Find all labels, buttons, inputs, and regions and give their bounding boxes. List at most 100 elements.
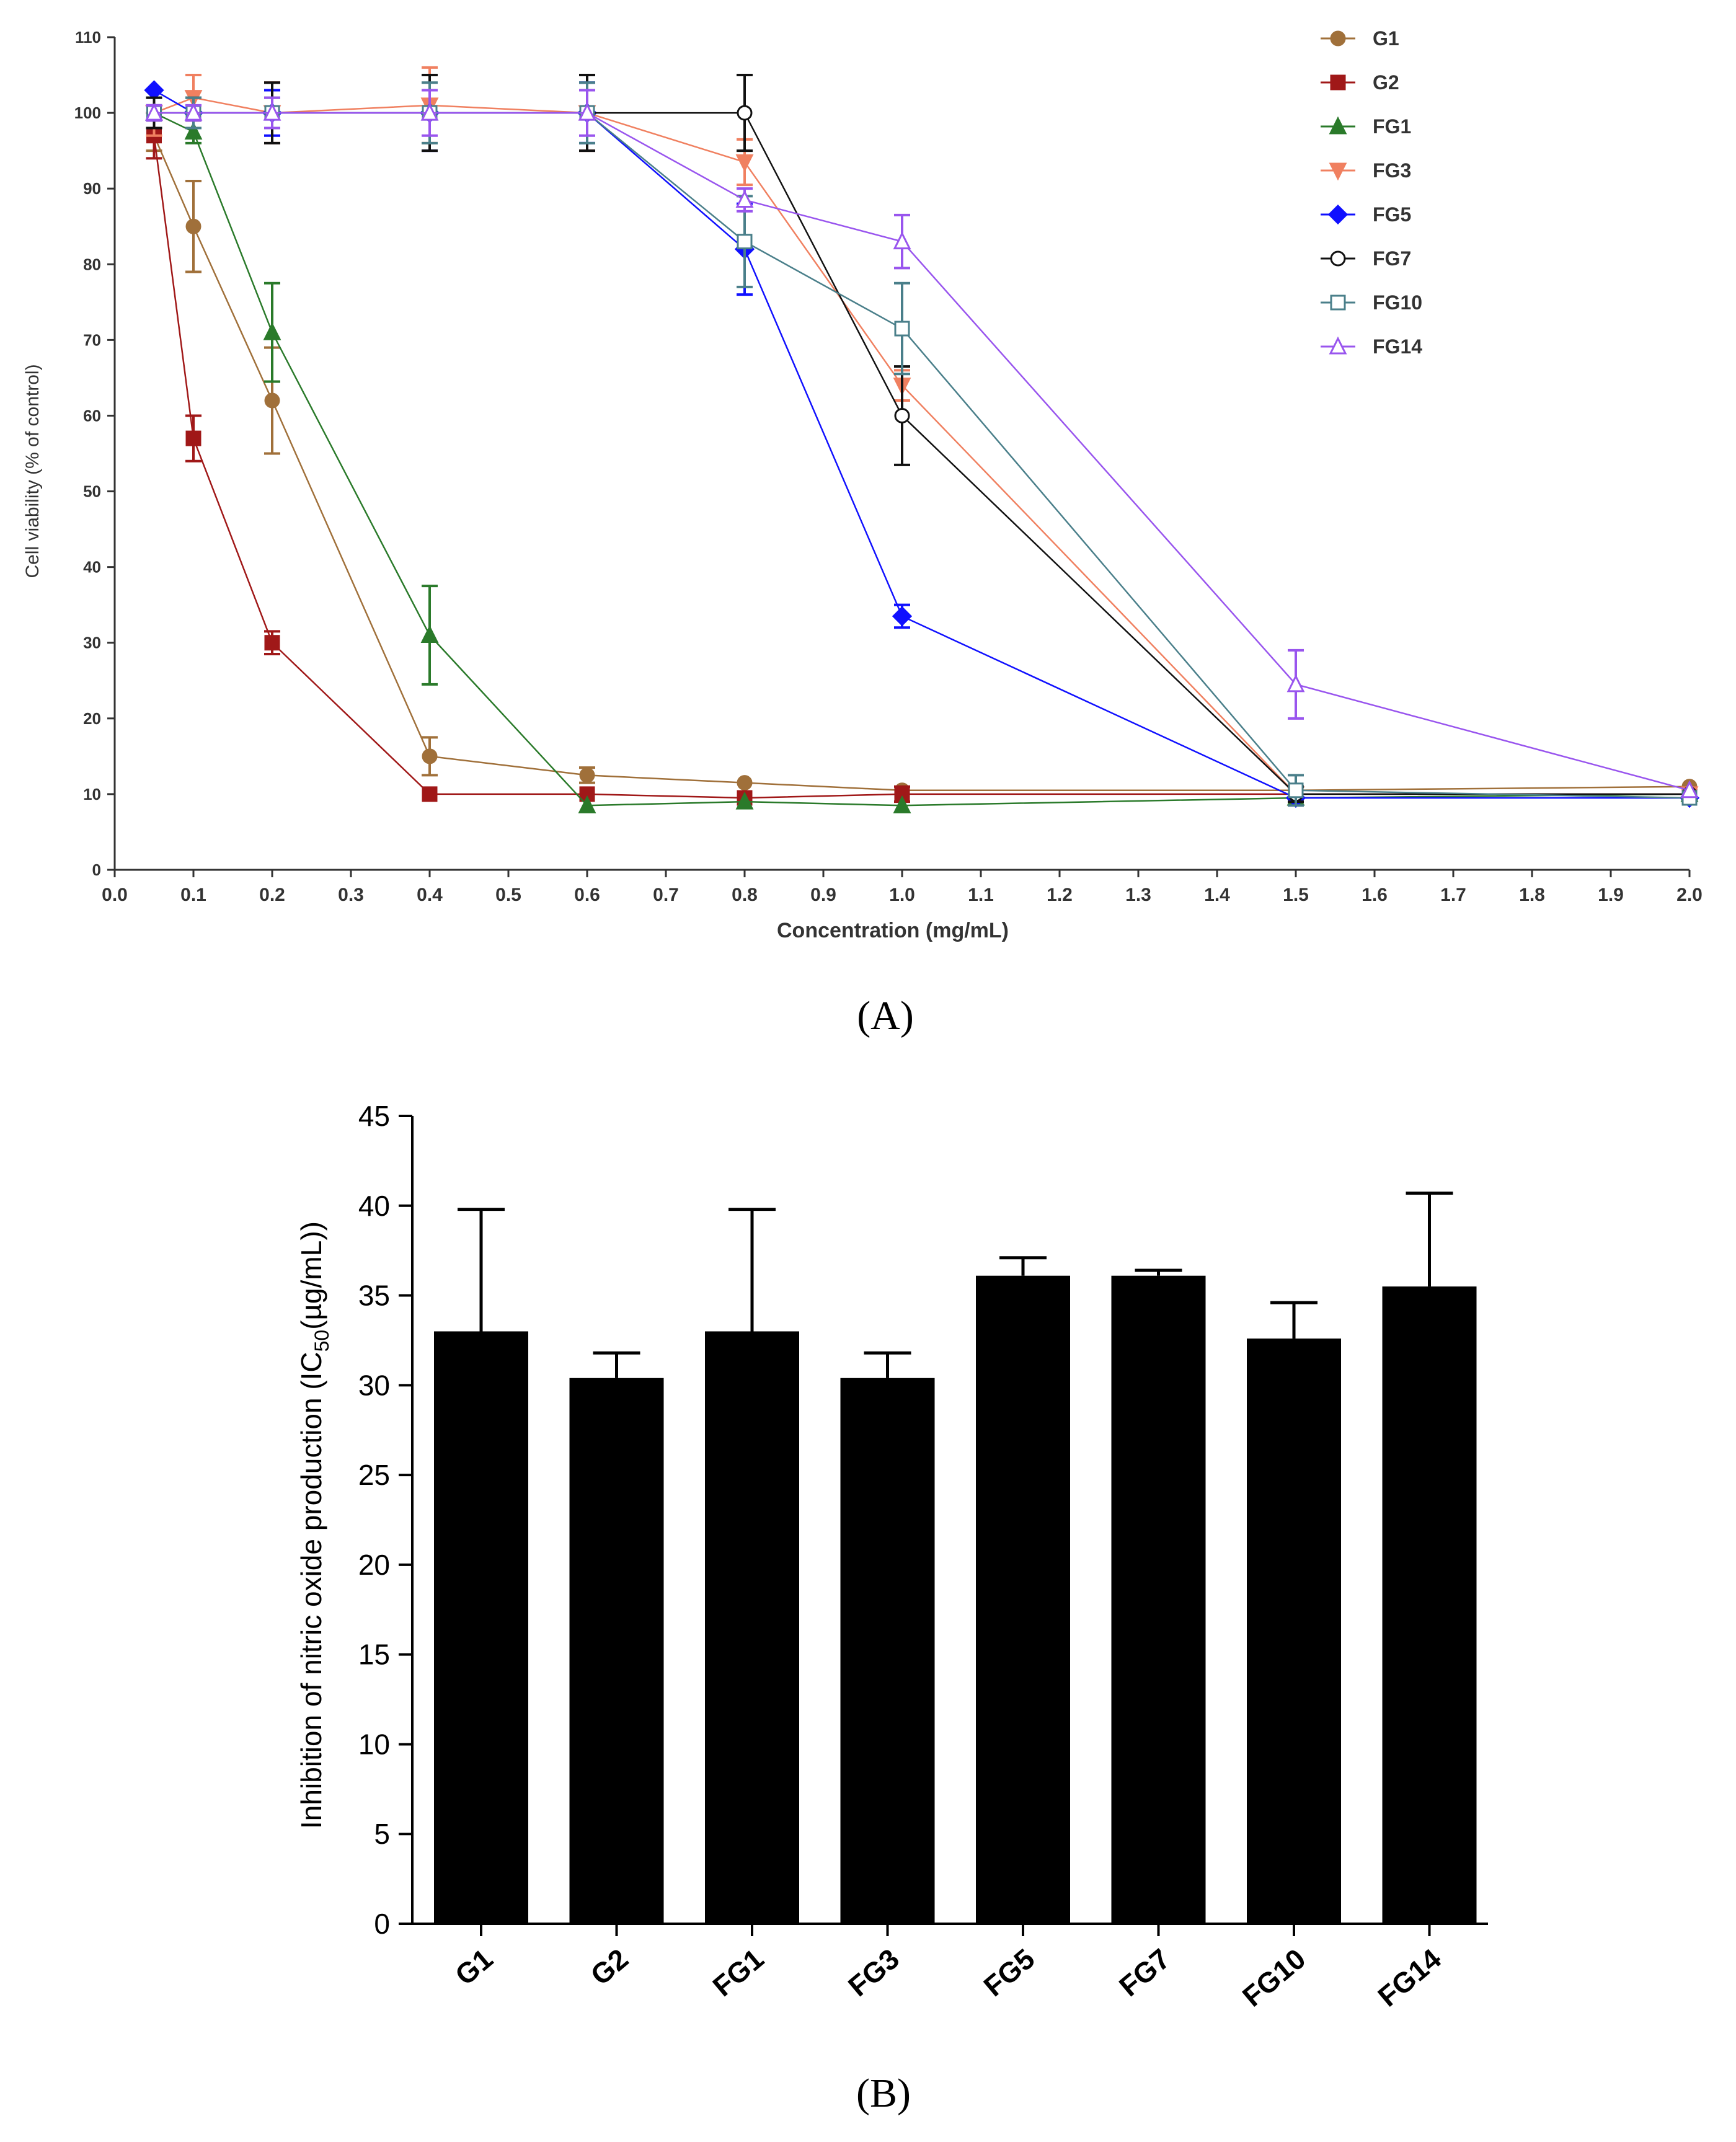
data-point (184, 102, 203, 121)
panel-a-y-tick-label: 30 (83, 634, 101, 652)
legend-label: FG3 (1373, 159, 1411, 182)
panel-a-x-tick-label: 0.4 (417, 885, 443, 905)
legend-item-fg10: FG10 (1321, 291, 1422, 314)
data-point (263, 102, 281, 121)
bar-fg5 (976, 1275, 1070, 1924)
legend-label: FG5 (1373, 203, 1411, 226)
data-point (420, 102, 439, 121)
data-point (893, 231, 911, 250)
panel-a-x-tick-label: 1.2 (1047, 885, 1073, 905)
panel-b-y-axis-label-tail: (µg/mL)) (295, 1221, 327, 1330)
panel-b-y-axis-label: Inhibition of nitric oxide production (I… (295, 1221, 333, 1829)
data-point (1286, 674, 1305, 693)
legend-marker (1330, 74, 1346, 91)
bar-fg10 (1247, 1339, 1341, 1924)
legend-label: G1 (1373, 27, 1399, 50)
data-point (145, 102, 163, 121)
data-point (735, 190, 754, 208)
panel-a-x-tick-label: 0.6 (574, 885, 600, 905)
data-point (894, 321, 910, 337)
data-point (185, 218, 202, 234)
legend-item-g2: G2 (1321, 71, 1399, 94)
data-point (579, 767, 595, 783)
data-point (892, 606, 913, 627)
panel-a-x-tick-label: 1.9 (1598, 885, 1624, 905)
panel-a-x-tick-label: 0.7 (653, 885, 679, 905)
panel-a-ticks: 0 10 20 30 40 50 60 70 80 90 100 110 0.0 0.1 0.2 0.3 0.4… (74, 28, 1703, 905)
data-point (894, 407, 910, 423)
panel-a-series (144, 66, 1700, 813)
panel-b-y-tick-label: 5 (374, 1818, 390, 1850)
panel-a-x-tick-label: 0.3 (338, 885, 364, 905)
line-chart-panel-a: 0 10 20 30 40 50 60 70 80 90 100 110 0.0 0.1 0.2 0.3 0.4… (22, 27, 1703, 1038)
panel-b-y-tick-label: 30 (358, 1369, 390, 1401)
data-point (578, 795, 596, 813)
panel-b-y-tick-label: 25 (358, 1459, 390, 1491)
panel-b-y-tick-label: 0 (374, 1908, 390, 1940)
panel-a-y-tick-label: 0 (92, 861, 101, 879)
panel-a-y-tick-label: 100 (74, 104, 101, 122)
panel-a-y-tick-label: 50 (83, 482, 101, 501)
panel-a-y-tick-label: 70 (83, 330, 101, 349)
legend-label: G2 (1373, 71, 1399, 94)
legend-item-fg5: FG5 (1321, 203, 1411, 226)
panel-a-x-tick-label: 1.8 (1519, 885, 1545, 905)
data-point (264, 392, 280, 409)
legend-label: FG1 (1373, 115, 1411, 138)
legend-label: FG14 (1373, 335, 1422, 358)
data-point (1680, 780, 1699, 799)
panel-a-x-tick-label: 1.7 (1440, 885, 1466, 905)
legend-item-fg1: FG1 (1321, 115, 1411, 138)
panel-a-x-tick-label: 1.6 (1362, 885, 1388, 905)
bar-g2 (569, 1378, 664, 1924)
bar-fg1 (705, 1331, 799, 1924)
bar-fg14 (1382, 1286, 1477, 1924)
data-point (735, 154, 754, 172)
data-point (422, 748, 438, 764)
panel-b-y-tick-label: 40 (358, 1190, 390, 1222)
panel-a-x-tick-label: 2.0 (1676, 885, 1703, 905)
panel-a-y-axis-label: Cell viability (% of control) (22, 364, 43, 578)
legend-item-g1: G1 (1321, 27, 1399, 50)
panel-a-x-tick-label: 1.0 (889, 885, 915, 905)
panel-b-y-tick-label: 20 (358, 1549, 390, 1581)
legend-label: FG10 (1373, 291, 1422, 314)
panel-a-y-tick-label: 60 (83, 406, 101, 425)
data-point (263, 322, 281, 340)
panel-b-ticks: 0 5 10 15 20 25 30 35 40 45 (358, 1100, 1431, 1940)
legend-label: FG7 (1373, 247, 1411, 270)
panel-a-x-tick-label: 0.1 (180, 885, 206, 905)
panel-a-x-tick-label: 0.5 (495, 885, 521, 905)
panel-b-y-tick-label: 15 (358, 1639, 390, 1671)
panel-a-x-tick-label: 0.0 (102, 885, 128, 905)
panel-a-y-tick-label: 20 (83, 709, 101, 728)
data-point (422, 786, 438, 802)
panel-a-x-tick-label: 0.8 (732, 885, 758, 905)
data-point (420, 625, 439, 644)
data-point (1288, 782, 1304, 799)
bar-g1 (434, 1331, 528, 1924)
panel-a-legend: G1 G2 FG1 FG3 FG5 FG7 FG10 FG14 (1321, 27, 1422, 358)
panel-a-x-tick-label: 1.4 (1204, 885, 1230, 905)
panel-a-y-tick-label: 90 (83, 179, 101, 198)
data-point (185, 430, 202, 446)
legend-item-fg7: FG7 (1321, 247, 1411, 270)
data-point (264, 635, 280, 651)
legend-marker (1329, 116, 1347, 135)
legend-marker (1330, 30, 1346, 46)
panel-b-y-axis-label-subscript: 50 (311, 1330, 333, 1352)
panel-a-x-tick-label: 1.5 (1283, 885, 1309, 905)
data-point (578, 102, 596, 121)
panel-a-x-axis-label: Concentration (mg/mL) (777, 919, 1009, 942)
panel-a-x-tick-label: 0.2 (259, 885, 285, 905)
legend-item-fg14: FG14 (1321, 335, 1422, 358)
panel-b-y-tick-label: 45 (358, 1100, 390, 1132)
panel-a-y-tick-label: 10 (83, 785, 101, 803)
data-point (737, 105, 753, 121)
data-point (737, 775, 753, 791)
data-point (893, 795, 911, 813)
legend-item-fg3: FG3 (1321, 159, 1411, 182)
panel-b-y-tick-label: 35 (358, 1280, 390, 1312)
